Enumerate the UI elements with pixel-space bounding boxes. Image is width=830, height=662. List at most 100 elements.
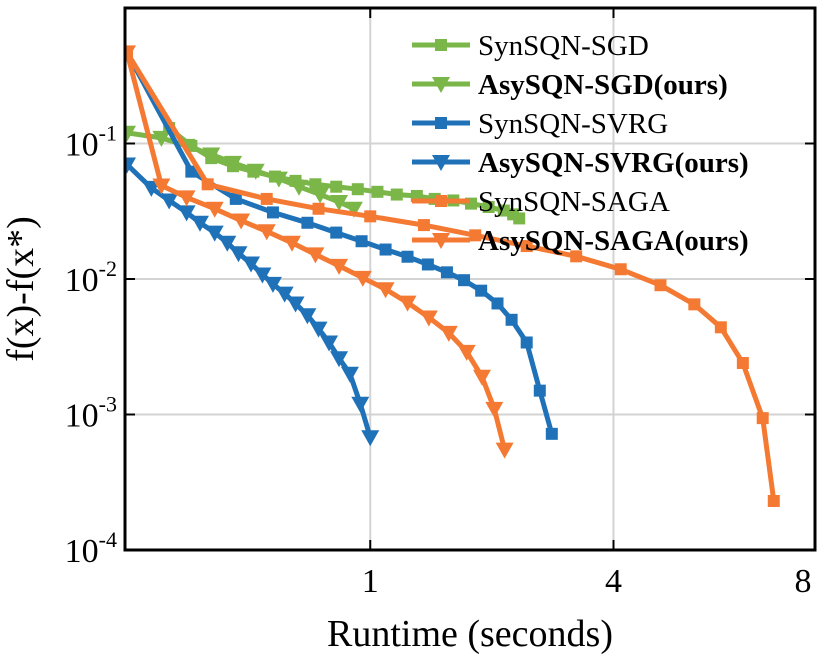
legend-marker [432,77,450,93]
data-point [242,256,261,273]
legend-label: SynSQN-SAGA [478,186,670,218]
data-point [160,193,179,210]
legend-entry: AsySQN-SVRG(ours) [412,147,749,179]
series-synsqn-svrg [125,46,558,440]
data-point [457,344,476,361]
legend-entry: SynSQN-SAGA [412,186,670,218]
data-point [125,45,136,62]
data-point [330,180,343,193]
data-point [419,310,438,327]
data-point [421,258,434,271]
x-tick-label: 1 [362,563,379,600]
data-point [309,178,322,191]
data-point [306,247,325,264]
data-point [440,266,453,279]
data-point [190,215,209,232]
data-point [736,356,749,369]
data-point [520,240,533,253]
x-tick-label: 4 [605,563,622,600]
data-point [246,163,265,180]
legend-marker [432,155,450,171]
data-point [312,202,325,215]
data-point [355,235,368,248]
data-point [473,369,492,386]
series-asysqn-saga-ours [125,45,514,459]
data-point [497,204,510,217]
data-point [379,243,392,256]
data-point [330,351,349,368]
legend-label: SynSQN-SVRG [478,108,668,140]
data-point [253,267,272,284]
data-point [229,246,248,263]
data-point [275,286,294,303]
data-point [351,183,364,196]
data-point [298,308,317,325]
legend-label: AsySQN-SGD(ours) [478,69,728,101]
data-point [232,213,251,230]
legend-label: AsySQN-SAGA(ours) [478,225,749,257]
data-point [257,224,276,241]
data-point [344,201,363,218]
legend-entry: AsySQN-SGD(ours) [412,69,728,101]
y-tick-label: 10-1 [65,121,117,164]
data-point [201,178,214,191]
data-point [330,258,349,275]
axis-ticks: 10-4 10-3 10-2 10-1 1 4 8 [65,8,816,600]
data-point [398,295,417,312]
data-point [491,297,504,310]
data-point [756,412,769,425]
data-point [353,270,372,287]
data-point [401,250,414,263]
data-point [152,178,171,195]
y-tick-label: 10-2 [65,256,117,299]
data-point [330,195,349,212]
data-point [469,229,482,242]
series-layer [125,45,780,507]
data-point [505,313,518,326]
data-point [371,185,384,198]
data-point [475,284,488,297]
legend-marker [432,233,450,249]
data-point [545,427,558,440]
x-tick-label: 8 [795,563,812,600]
data-point [570,250,583,263]
legend-entry: AsySQN-SAGA(ours) [412,225,749,257]
data-point [301,216,314,229]
x-axis-label: Runtime (seconds) [327,613,613,655]
data-point [320,335,339,352]
data-point [229,192,242,205]
data-point [654,279,667,292]
data-point [614,263,627,276]
data-point [361,430,380,447]
legend-entry: SynSQN-SGD [412,30,649,62]
data-point [439,325,458,342]
series-line [125,51,777,502]
data-point [269,171,288,188]
data-point [260,192,273,205]
legend-marker [435,195,447,207]
data-point [152,130,171,147]
data-point [330,226,343,239]
y-axis-label: f(x)-f(x*) [0,216,42,362]
data-point [266,206,279,219]
data-point [202,147,221,164]
data-point [309,321,328,338]
data-point [263,276,282,293]
data-point [390,188,403,201]
data-point [364,210,377,223]
data-point [290,179,308,196]
y-tick-label: 10-4 [65,527,117,570]
data-point [495,442,514,459]
legend-marker [435,117,447,129]
data-point [311,187,330,204]
data-point [205,201,224,218]
data-point [688,298,701,311]
data-point [485,401,504,418]
data-point [533,384,546,397]
legend-entry: SynSQN-SVRG [412,108,668,140]
grid [125,8,815,550]
data-point [286,296,305,313]
y-tick-label: 10-3 [65,392,117,435]
data-point [218,235,237,252]
